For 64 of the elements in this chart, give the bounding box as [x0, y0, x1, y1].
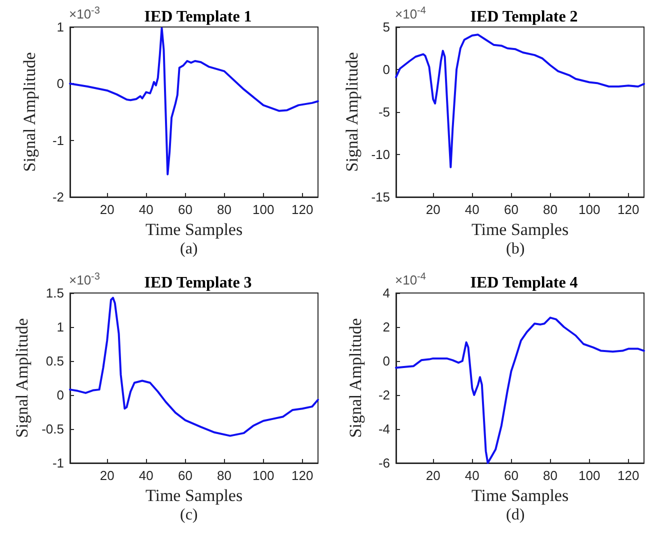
chart-title: IED Template 4	[470, 274, 578, 292]
line-series	[395, 34, 645, 168]
chart-title: IED Template 2	[470, 8, 578, 26]
x-tick-label: 80	[217, 202, 232, 217]
x-tick-label: 120	[292, 202, 314, 217]
y-tick-label: -1	[52, 456, 64, 470]
line-series	[69, 27, 319, 176]
x-tick-label: 40	[138, 202, 154, 217]
y-tick-label: 0	[56, 76, 64, 92]
y-tick-label: -2	[378, 388, 390, 402]
x-axis-title: Time Samples	[471, 220, 569, 239]
chart-title: IED Template 3	[144, 274, 252, 292]
text: (a)	[180, 240, 198, 258]
y-tick-label: 2	[382, 320, 390, 334]
x-tick-label: 100	[578, 202, 600, 217]
x-tick-label: 80	[217, 468, 232, 483]
text: (d)	[506, 506, 525, 524]
x-tick-label: 120	[618, 202, 640, 217]
y-axis-title: Signal Amplitude	[346, 318, 365, 438]
y-tick-label: 0.5	[46, 354, 64, 368]
x-tick-label: 20	[100, 202, 114, 217]
y-tick-label: 4	[382, 286, 390, 300]
x-tick-label: 20	[100, 468, 114, 483]
x-tick-label: 100	[252, 468, 274, 483]
line-series	[69, 296, 319, 437]
y-tick-label: 0	[56, 388, 64, 402]
y-tick-label: 0	[382, 62, 390, 77]
x-axis-title: Time Samples	[471, 486, 569, 505]
y-tick-label: 5	[382, 20, 390, 34]
x-tick-label: 20	[426, 468, 440, 483]
x-tick-label: 100	[578, 468, 600, 483]
x-axis-title: Time Samples	[145, 220, 243, 239]
y-axis-title: Signal Amplitude	[12, 318, 32, 438]
y-tick-label: -10	[371, 147, 390, 162]
y-tick-label: -0.5	[42, 422, 64, 436]
x-tick-label: 40	[464, 202, 480, 217]
y-tick-label: -6	[378, 456, 390, 470]
text: (c)	[180, 506, 198, 524]
x-tick-label: 60	[178, 468, 192, 483]
y-tick-label: -5	[378, 104, 390, 120]
y-tick-label: -15	[371, 190, 390, 204]
x-tick-label: 120	[292, 468, 314, 483]
y-tick-label: 1	[56, 320, 64, 334]
x-axis-title: Time Samples	[145, 486, 243, 505]
x-tick-label: 40	[138, 468, 154, 483]
x-tick-label: 60	[504, 468, 518, 483]
x-tick-label: 80	[543, 468, 558, 483]
y-tick-label: 1.5	[46, 286, 64, 300]
x-tick-label: 20	[426, 202, 440, 217]
y-axis-title: Signal Amplitude	[20, 52, 39, 172]
y-tick-label: -2	[52, 190, 64, 204]
chart-title: IED Template 1	[144, 8, 252, 26]
x-tick-label: 60	[178, 202, 192, 217]
y-tick-label: -4	[378, 422, 390, 436]
y-tick-label: 0	[382, 354, 390, 368]
x-tick-label: 100	[252, 202, 274, 217]
text: (b)	[506, 240, 525, 258]
y-tick-label: -1	[52, 132, 64, 148]
y-tick-label: 1	[56, 20, 64, 34]
x-tick-label: 60	[504, 202, 518, 217]
y-axis-title: Signal Amplitude	[342, 52, 362, 172]
x-tick-label: 80	[543, 202, 558, 217]
x-tick-label: 40	[464, 468, 480, 483]
x-tick-label: 120	[618, 468, 640, 483]
